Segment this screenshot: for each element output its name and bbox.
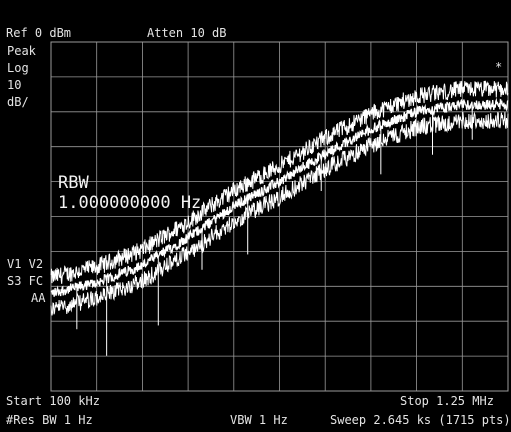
- detector-label: Peak: [7, 44, 36, 58]
- trace-center: [50, 97, 509, 297]
- resolution-bandwidth: #Res BW 1 Hz: [6, 413, 93, 427]
- ref-level: Ref 0 dBm: [6, 26, 72, 40]
- trace-upper-envelope: [50, 80, 509, 284]
- stop-frequency: Stop 1.25 MHz: [400, 394, 494, 408]
- scale-unit: dB/: [7, 95, 29, 109]
- start-frequency: Start 100 kHz: [6, 394, 100, 408]
- rbw-annotation-value: 1.000000000 Hz: [58, 193, 202, 213]
- marker-flag: *: [495, 60, 503, 74]
- scale-value: 10: [7, 78, 22, 92]
- trace-flags-2: S3 FC: [7, 274, 44, 288]
- trace-lower-envelope: [50, 111, 509, 316]
- video-bandwidth: VBW 1 Hz: [230, 413, 288, 427]
- rbw-annotation-label: RBW: [58, 173, 89, 193]
- trace-flags-1: V1 V2: [7, 257, 44, 271]
- attenuation: Atten 10 dB: [147, 26, 227, 40]
- scale-type: Log: [7, 61, 29, 75]
- trace: [50, 80, 509, 356]
- trace-flags-3: AA: [31, 291, 46, 305]
- sweep-time: Sweep 2.645 ks (1715 pts): [330, 413, 511, 427]
